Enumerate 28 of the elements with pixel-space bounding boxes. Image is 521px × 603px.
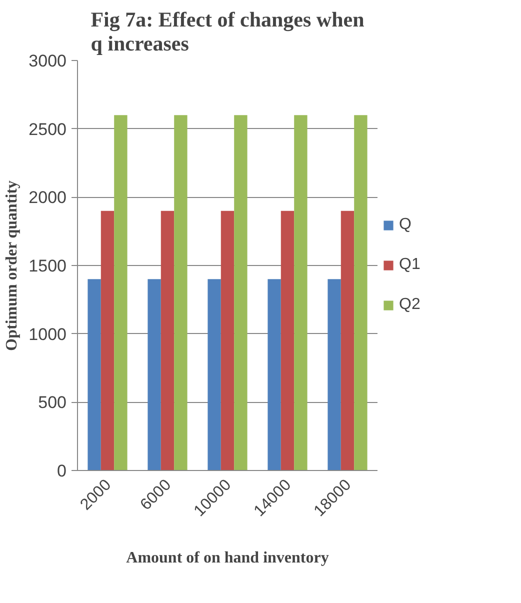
bar (340, 210, 354, 470)
y-tick-label: 2000 (28, 188, 67, 208)
bar (268, 279, 281, 470)
bar (294, 115, 308, 470)
legend-label: Q2 (399, 296, 420, 314)
y-tick-label: 3000 (28, 52, 67, 70)
y-tick-label: 1500 (28, 256, 67, 276)
bar (280, 210, 294, 470)
bar (114, 115, 128, 470)
bar (354, 115, 368, 470)
bar (220, 210, 234, 470)
bar (148, 279, 161, 470)
y-tick-label: 500 (38, 393, 67, 412)
legend-label: Q1 (399, 256, 420, 274)
bar (328, 279, 341, 470)
x-axis-title: Amount of on hand inventory (126, 549, 329, 566)
y-tick-label: 1000 (28, 324, 67, 344)
legend-label: Q (399, 216, 412, 234)
bar (174, 115, 188, 470)
y-axis-title: Optimum order quantity (4, 180, 21, 351)
y-tick-label: 2500 (28, 120, 67, 139)
bar (208, 279, 221, 470)
bar (160, 210, 174, 470)
chart-title: Fig 7a: Effect of changes when q increases (90, 8, 365, 56)
bar (88, 279, 101, 470)
bar (100, 210, 114, 470)
bar (234, 115, 248, 470)
y-tick-label: 0 (57, 462, 67, 480)
